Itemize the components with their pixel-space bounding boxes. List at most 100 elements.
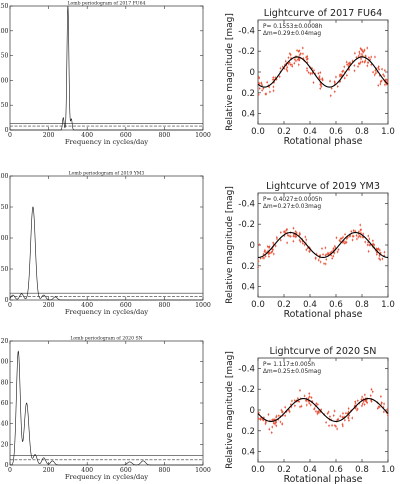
l1-data-point bbox=[363, 60, 366, 64]
l1-data-point bbox=[329, 79, 331, 83]
l1-annotation-0: P= 0.1553±0.0008h bbox=[263, 24, 323, 30]
l1-data-point bbox=[320, 83, 322, 87]
l3-data-point bbox=[336, 427, 338, 431]
l3-data-point bbox=[298, 399, 300, 404]
p3-xtick-label: 1000 bbox=[195, 467, 211, 474]
l2-ylabel: Relative magnitude [mag] bbox=[225, 186, 235, 304]
p3-ytick-label: 0 bbox=[5, 462, 9, 469]
l1-data-point bbox=[373, 73, 376, 77]
l3-data-point bbox=[278, 414, 280, 418]
l2-xtick-label: 0.8 bbox=[355, 300, 369, 310]
l1-data-point bbox=[286, 65, 289, 69]
l1-data-point bbox=[366, 46, 369, 50]
l2-data-point bbox=[378, 248, 381, 252]
l2-data-point bbox=[274, 244, 277, 248]
l3-data-point bbox=[380, 401, 383, 405]
l2-data-point bbox=[322, 252, 324, 257]
l1-data-point bbox=[287, 62, 290, 66]
l3-data-point bbox=[370, 399, 373, 403]
l2-data-point bbox=[344, 232, 346, 236]
l2-data-point bbox=[352, 228, 355, 233]
l3-xtick-label: 0.8 bbox=[355, 465, 369, 475]
l2-data-point bbox=[351, 234, 354, 238]
p1-xtick-label: 0 bbox=[8, 132, 12, 139]
l2-data-point bbox=[292, 239, 295, 243]
l1-data-point bbox=[353, 69, 356, 73]
l2-data-point bbox=[324, 246, 327, 250]
l1-data-point bbox=[298, 53, 301, 57]
l1-data-point bbox=[286, 69, 289, 73]
l1-data-point bbox=[279, 66, 282, 70]
l1-data-point bbox=[272, 89, 275, 93]
l1-data-point bbox=[377, 66, 380, 70]
l2-ytick-label: 0.4 bbox=[241, 283, 255, 293]
l3-data-point bbox=[294, 404, 296, 408]
l3-data-point bbox=[280, 408, 283, 412]
p2-ytick-label: 50 bbox=[1, 266, 9, 273]
l1-data-point bbox=[272, 85, 275, 89]
p3-ytick-label: 20 bbox=[1, 441, 9, 448]
l1-data-point bbox=[294, 57, 296, 61]
l1-data-point bbox=[333, 90, 336, 94]
l1-data-point bbox=[362, 50, 365, 54]
l1-xlabel: Rotational phase bbox=[284, 136, 363, 147]
l2-data-point bbox=[308, 249, 311, 253]
l2-data-point bbox=[357, 235, 360, 239]
l1-data-point bbox=[374, 68, 377, 73]
l3-data-point bbox=[361, 402, 364, 406]
l1-ylabel: Relative magnitude [mag] bbox=[225, 13, 235, 131]
l2-data-point bbox=[339, 239, 342, 244]
l3-ytick-label: -0.2 bbox=[238, 385, 255, 395]
l3-data-point bbox=[332, 413, 335, 418]
l3-data-point bbox=[299, 388, 301, 393]
l2-data-point bbox=[271, 250, 274, 254]
l2-data-point bbox=[299, 240, 302, 244]
l3-data-point bbox=[315, 401, 318, 406]
l2-data-point bbox=[349, 234, 351, 238]
p2-xtick-label: 800 bbox=[158, 302, 170, 309]
l1-data-point bbox=[278, 74, 281, 79]
l1-data-point bbox=[293, 61, 296, 65]
l2-data-point bbox=[272, 252, 275, 256]
l1-data-point bbox=[319, 70, 322, 75]
l3-data-point bbox=[273, 421, 275, 425]
l3-data-point bbox=[308, 392, 311, 396]
l2-data-point bbox=[356, 237, 358, 241]
l3-data-point bbox=[354, 401, 357, 405]
l3-ytick-label: -0.4 bbox=[238, 364, 255, 374]
l3-data-point bbox=[361, 395, 363, 399]
p2-xtick-label: 200 bbox=[43, 302, 55, 309]
l2-data-point bbox=[279, 238, 282, 242]
l1-data-point bbox=[333, 80, 336, 85]
p1-frame bbox=[9, 5, 204, 131]
l3-data-point bbox=[274, 421, 277, 425]
l1-data-point bbox=[288, 60, 291, 65]
l2-data-point bbox=[298, 238, 301, 242]
l1-data-point bbox=[379, 82, 382, 86]
l3-data-point bbox=[376, 406, 379, 411]
l2-data-point bbox=[383, 250, 386, 254]
l3-data-point bbox=[329, 414, 331, 419]
l3-data-point bbox=[342, 411, 344, 415]
l2-ytick-label: 0.2 bbox=[241, 262, 255, 272]
p1-xtick-label: 1000 bbox=[195, 132, 211, 139]
l2-data-point bbox=[287, 233, 289, 237]
l2-data-point bbox=[289, 234, 292, 238]
l2-data-point bbox=[342, 235, 344, 239]
l2-data-point bbox=[340, 236, 343, 241]
l3-data-point bbox=[356, 399, 359, 403]
p3-ytick-label: 100 bbox=[0, 359, 9, 366]
l2-data-point bbox=[263, 249, 266, 254]
l1-data-point bbox=[357, 64, 359, 69]
p1-xtick-label: 600 bbox=[120, 132, 132, 139]
l1-ytick-label: -0.2 bbox=[238, 47, 255, 57]
p2-xtick-label: 1000 bbox=[195, 302, 211, 309]
l3-data-point bbox=[369, 394, 372, 398]
l2-annotation-0: P= 0.4027±0.0005h bbox=[263, 197, 323, 203]
l1-data-point bbox=[281, 65, 284, 69]
l1-fit-curve bbox=[257, 56, 389, 88]
l2-data-point bbox=[366, 243, 369, 247]
l1-data-point bbox=[364, 59, 367, 63]
l1-title: Lightcurve of 2017 FU64 bbox=[264, 8, 382, 19]
l1-data-point bbox=[361, 60, 364, 64]
